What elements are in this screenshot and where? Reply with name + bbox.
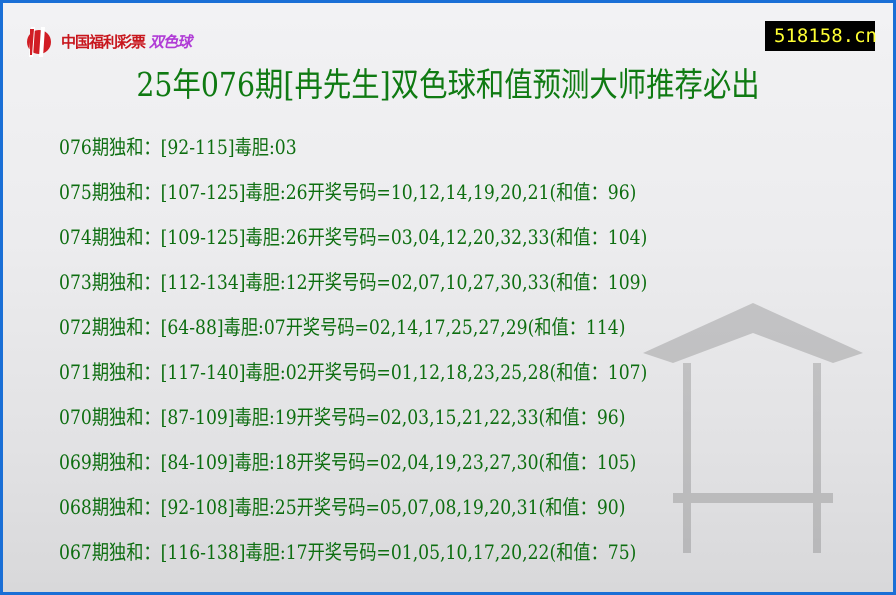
- prediction-row: 073期独和：[112-134]毒胆:12开奖号码=02,07,10,27,30…: [59, 270, 648, 294]
- lottery-logo-icon: [27, 27, 51, 57]
- welfare-lottery-logo: 中国福利彩票 双色球: [21, 23, 192, 59]
- prediction-row: 068期独和：[92-108]毒胆:25开奖号码=05,07,08,19,20,…: [59, 495, 626, 519]
- prediction-row: 072期独和：[64-88]毒胆:07开奖号码=02,14,17,25,27,2…: [59, 315, 626, 339]
- logo-text: 中国福利彩票: [61, 32, 146, 51]
- prediction-row: 075期独和：[107-125]毒胆:26开奖号码=10,12,14,19,20…: [59, 180, 637, 204]
- prediction-row: 067期独和：[116-138]毒胆:17开奖号码=01,05,10,17,20…: [59, 540, 637, 564]
- site-badge: 518158.cn: [765, 21, 877, 51]
- prediction-row: 076期独和：[92-115]毒胆:03: [59, 135, 297, 159]
- logo-product: 双色球: [149, 32, 192, 51]
- prediction-row: 069期独和：[84-109]毒胆:18开奖号码=02,04,19,23,27,…: [59, 450, 637, 474]
- prediction-row: 074期独和：[109-125]毒胆:26开奖号码=03,04,12,20,32…: [59, 225, 648, 249]
- prediction-row: 070期独和：[87-109]毒胆:19开奖号码=02,03,15,21,22,…: [59, 405, 626, 429]
- page-title: 25年076期[冉先生]双色球和值预测大师推荐必出: [136, 65, 760, 104]
- pavilion-illustration: [643, 303, 863, 553]
- prediction-row: 071期独和：[117-140]毒胆:02开奖号码=01,12,18,23,25…: [59, 360, 648, 384]
